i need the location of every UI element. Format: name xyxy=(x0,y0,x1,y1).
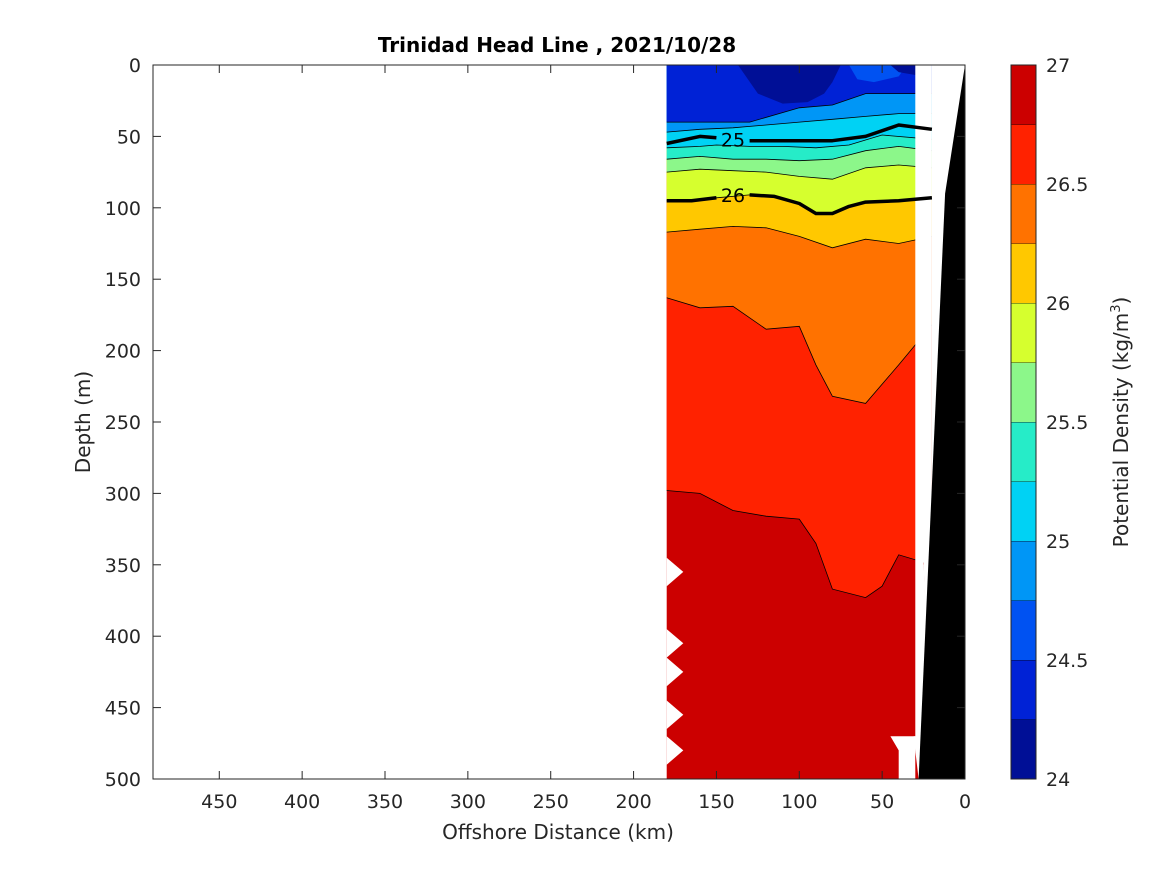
y-tick-label-250: 250 xyxy=(105,412,141,434)
colorbar-segment-8 xyxy=(1011,243,1036,303)
x-tick-label-150: 150 xyxy=(698,791,734,813)
colorbar-segment-9 xyxy=(1011,184,1036,244)
colorbar-segment-2 xyxy=(1011,600,1036,660)
mask-notch-5 xyxy=(666,736,684,765)
mask-notch-1 xyxy=(666,557,684,587)
isopycnal-line-6 xyxy=(666,225,932,249)
colorbar-label-end: ) xyxy=(1109,297,1133,305)
colorbar-tick-label-26.5: 26.5 xyxy=(1046,174,1088,196)
isopycnal-25-left xyxy=(666,134,717,146)
colorbar-segment-6 xyxy=(1011,362,1036,422)
mask-notch-4 xyxy=(666,700,684,729)
colorbar-label: Potential Density (kg/m3) xyxy=(1109,297,1133,548)
isopycnal-line-0 xyxy=(666,93,932,123)
isopycnal-26-right xyxy=(749,193,933,216)
isopycnal-line-1 xyxy=(666,113,932,133)
contour-label-26: 26 xyxy=(721,185,745,207)
fill-patch-light xyxy=(849,65,907,83)
y-tick-label-50: 50 xyxy=(117,126,141,148)
mask-bottom-gap xyxy=(890,736,916,779)
contour-label-25: 25 xyxy=(721,129,745,151)
colorbar: 24 24.5 25 25.5 26 26.5 27 xyxy=(1010,55,1088,791)
y-tick-label-0: 0 xyxy=(129,55,141,77)
x-tick-label-250: 250 xyxy=(533,791,569,813)
plot-area: 25 26 xyxy=(152,64,966,780)
colorbar-label-sup: 3 xyxy=(1109,304,1124,312)
mask-notch-2 xyxy=(666,629,684,658)
mask-notch-3 xyxy=(666,657,684,687)
x-tick-label-50: 50 xyxy=(870,791,894,813)
y-tick-label-450: 450 xyxy=(105,698,141,720)
thin-isopycnals xyxy=(666,93,933,599)
y-axis-label: Depth (m) xyxy=(71,371,95,473)
colorbar-tick-label-25: 25 xyxy=(1046,531,1070,553)
colorbar-segment-0 xyxy=(1011,719,1036,779)
colorbar-tick-label-24: 24 xyxy=(1046,769,1070,791)
colorbar-tick-label-27: 27 xyxy=(1046,55,1070,77)
colorbar-tick-label-24.5: 24.5 xyxy=(1046,650,1088,672)
y-tick-label-300: 300 xyxy=(105,483,141,505)
colorbar-segment-3 xyxy=(1011,541,1036,601)
colorbar-segment-7 xyxy=(1011,303,1036,363)
x-tick-label-0: 0 xyxy=(959,791,971,813)
colorbar-segment-1 xyxy=(1011,660,1036,720)
colorbar-segment-11 xyxy=(1011,65,1036,125)
chart-title: Trinidad Head Line , 2021/10/28 xyxy=(378,33,736,57)
contour-labels: 25 26 xyxy=(721,129,745,207)
y-tick-label-350: 350 xyxy=(105,555,141,577)
y-tick-label-500: 500 xyxy=(105,769,141,791)
colorbar-tick-label-26: 26 xyxy=(1046,293,1070,315)
y-tick-label-200: 200 xyxy=(105,341,141,363)
colorbar-frame xyxy=(1010,64,1037,780)
colorbar-segment-10 xyxy=(1011,124,1036,184)
isopycnal-line-8 xyxy=(666,490,933,599)
fill-patch-core xyxy=(738,65,841,104)
colorbar-segment-5 xyxy=(1011,422,1036,482)
seafloor xyxy=(918,65,965,779)
labeled-isopycnals xyxy=(666,123,933,216)
y-tick-label-100: 100 xyxy=(105,198,141,220)
colorbar-tick-label-25.5: 25.5 xyxy=(1046,412,1088,434)
x-tick-label-300: 300 xyxy=(450,791,486,813)
colorbar-segment-4 xyxy=(1011,481,1036,541)
x-tick-label-200: 200 xyxy=(615,791,651,813)
y-tick-label-400: 400 xyxy=(105,626,141,648)
x-tick-label-400: 400 xyxy=(284,791,320,813)
y-tick-label-150: 150 xyxy=(105,269,141,291)
density-fills xyxy=(666,65,932,779)
isopycnal-26-left xyxy=(666,196,717,203)
y-axis: 0 50 100 150 200 250 300 350 400 450 500 xyxy=(105,55,965,791)
seafloor-wedge xyxy=(918,65,965,779)
isopycnal-line-2 xyxy=(666,134,932,149)
isopycnal-25-right xyxy=(749,123,933,143)
x-tick-label-100: 100 xyxy=(781,791,817,813)
x-tick-label-450: 450 xyxy=(201,791,237,813)
x-axis: 450 400 350 300 250 200 150 100 50 0 xyxy=(201,65,971,813)
x-tick-label-350: 350 xyxy=(367,791,403,813)
colorbar-label-text: Potential Density (kg/m xyxy=(1109,313,1133,548)
x-axis-label: Offshore Distance (km) xyxy=(442,820,674,844)
isopycnal-line-7 xyxy=(666,297,933,404)
isopycnal-line-4 xyxy=(666,164,932,180)
isopycnal-line-3 xyxy=(666,145,932,162)
